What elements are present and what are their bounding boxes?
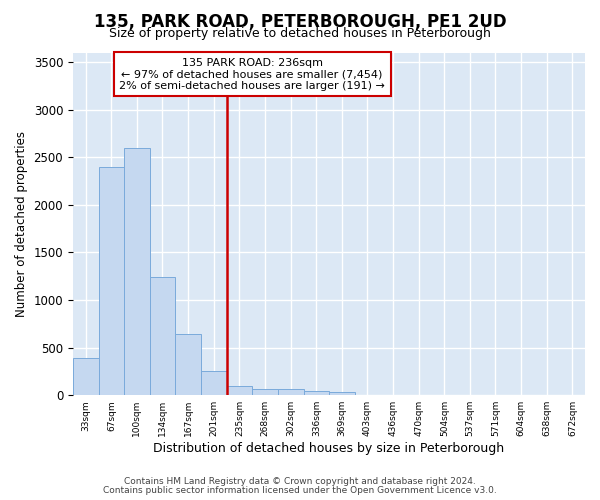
Text: 135 PARK ROAD: 236sqm
← 97% of detached houses are smaller (7,454)
2% of semi-de: 135 PARK ROAD: 236sqm ← 97% of detached … [119, 58, 385, 91]
Bar [252, 390, 278, 395]
Bar [150, 277, 175, 395]
Bar [201, 371, 227, 395]
Text: 135, PARK ROAD, PETERBOROUGH, PE1 2UD: 135, PARK ROAD, PETERBOROUGH, PE1 2UD [94, 12, 506, 30]
Bar [175, 334, 201, 395]
Bar [73, 358, 99, 395]
Text: Contains HM Land Registry data © Crown copyright and database right 2024.: Contains HM Land Registry data © Crown c… [124, 477, 476, 486]
Bar [304, 391, 329, 395]
Y-axis label: Number of detached properties: Number of detached properties [15, 131, 28, 317]
X-axis label: Distribution of detached houses by size in Peterborough: Distribution of detached houses by size … [154, 442, 505, 455]
Bar [278, 390, 304, 395]
Bar [329, 392, 355, 395]
Bar [99, 166, 124, 395]
Text: Contains public sector information licensed under the Open Government Licence v3: Contains public sector information licen… [103, 486, 497, 495]
Bar [227, 386, 252, 395]
Text: Size of property relative to detached houses in Peterborough: Size of property relative to detached ho… [109, 28, 491, 40]
Bar [124, 148, 150, 395]
